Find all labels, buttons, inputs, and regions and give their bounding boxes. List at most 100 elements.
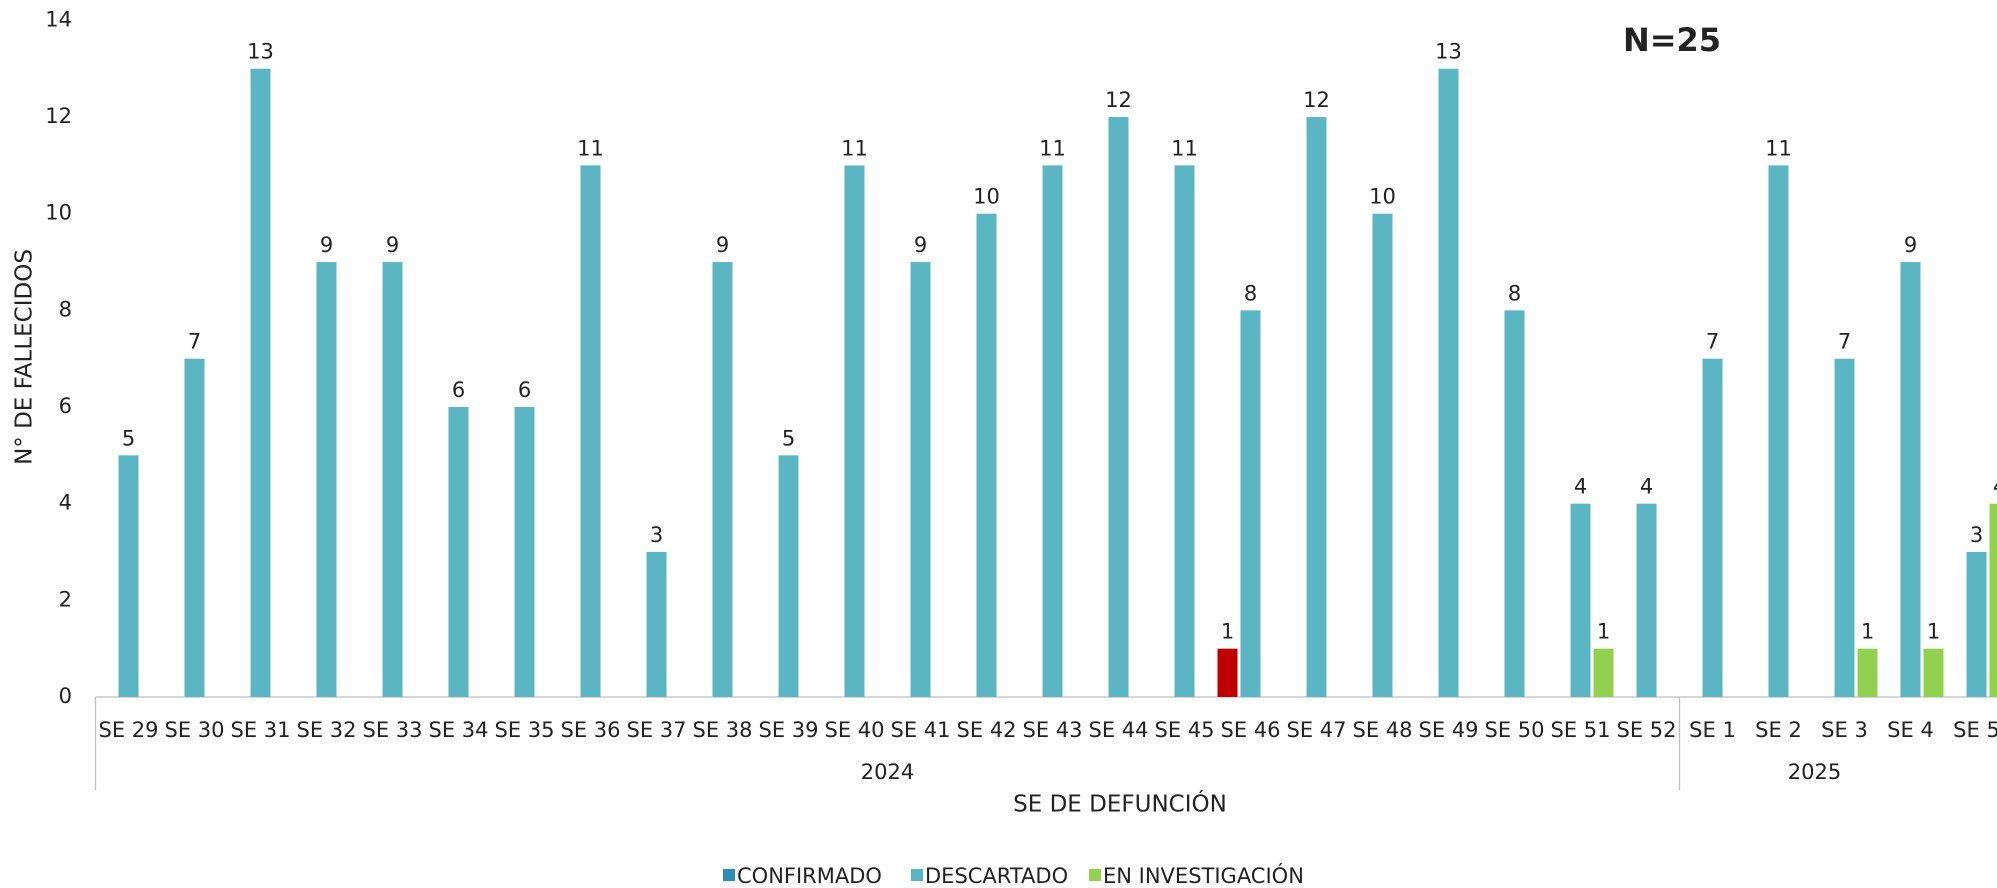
bar [448,407,469,697]
data-label: 9 [320,233,333,257]
data-label: 11 [841,136,868,160]
x-tick-label: SE 42 [957,718,1017,742]
legend-label: EN INVESTIGACIÓN [1103,863,1304,888]
data-label: 13 [1435,40,1462,64]
bar [712,262,733,697]
annotation: N=25 [1623,21,1721,59]
data-label: 1 [1927,620,1940,644]
data-label: 5 [782,426,795,450]
bar [778,455,799,697]
data-label: 4 [1640,475,1653,499]
bar [1593,648,1614,697]
data-label: 11 [1765,136,1792,160]
data-label: 12 [1105,88,1132,112]
bar [1217,648,1238,697]
y-axis-title: N° DE FALLECIDOS [12,249,38,465]
data-label: 7 [1838,330,1851,354]
y-tick-label: 14 [45,7,72,31]
bar [1636,503,1657,697]
x-tick-label: SE 29 [99,718,159,742]
x-tick-label: SE 47 [1287,718,1347,742]
bar [316,262,337,697]
bar [1989,503,1997,697]
x-tick-label: SE 5 [1953,718,1997,742]
group-label: 2024 [861,760,914,784]
bar [1966,552,1987,697]
data-label: 11 [1039,136,1066,160]
data-label: 13 [247,40,274,64]
bar [1923,648,1944,697]
legend-label: CONFIRMADO [737,864,882,888]
y-tick-label: 4 [59,491,72,515]
x-tick-label: SE 51 [1551,718,1611,742]
bar [1108,117,1129,698]
group-label: 2025 [1788,760,1841,784]
data-label: 4 [1574,475,1587,499]
legend-label: DESCARTADO [925,864,1068,888]
bar [1900,262,1921,697]
data-label: 6 [518,378,531,402]
bar [1768,165,1789,697]
bar [1372,213,1393,697]
bar [1042,165,1063,697]
bar [976,213,997,697]
data-label: 9 [1904,233,1917,257]
y-tick-label: 2 [59,587,72,611]
x-tick-label: SE 1 [1689,718,1736,742]
x-axis-title: SE DE DEFUNCIÓN [1013,790,1227,818]
x-tick-label: SE 4 [1887,718,1934,742]
data-label: 3 [1970,523,1983,547]
x-tick-label: SE 30 [165,718,225,742]
data-label: 7 [1706,330,1719,354]
data-label: 4 [1993,475,1997,499]
y-tick-label: 8 [59,297,72,321]
bar [1834,358,1855,697]
x-tick-label: SE 46 [1221,718,1281,742]
data-label: 11 [577,136,604,160]
x-tick-label: SE 44 [1089,718,1149,742]
bar [382,262,403,697]
bar [1504,310,1525,697]
data-label: 10 [973,185,1000,209]
data-label: 8 [1508,281,1521,305]
x-tick-label: SE 41 [891,718,951,742]
x-tick-label: SE 2 [1755,718,1802,742]
data-label: 9 [386,233,399,257]
x-tick-label: SE 45 [1155,718,1215,742]
legend-swatch [911,869,923,881]
data-label: 7 [188,330,201,354]
x-tick-label: SE 52 [1617,718,1677,742]
x-tick-label: SE 50 [1485,718,1545,742]
bar [184,358,205,697]
bar [118,455,139,697]
x-tick-label: SE 37 [627,718,687,742]
x-tick-label: SE 43 [1023,718,1083,742]
data-label: 1 [1221,620,1234,644]
x-tick-label: SE 39 [759,718,819,742]
x-tick-label: SE 49 [1419,718,1479,742]
data-label: 9 [716,233,729,257]
x-tick-label: SE 35 [495,718,555,742]
bar [514,407,535,697]
bar [844,165,865,697]
x-tick-label: SE 33 [363,718,423,742]
bar [1240,310,1261,697]
bar [1174,165,1195,697]
legend-swatch [1089,869,1101,881]
data-label: 8 [1244,281,1257,305]
bar [1570,503,1591,697]
bar [1438,68,1459,697]
data-label: 6 [452,378,465,402]
legend-swatch [723,869,735,881]
y-tick-label: 6 [59,394,72,418]
bar [250,68,271,697]
x-tick-label: SE 38 [693,718,753,742]
data-label: 1 [1861,620,1874,644]
x-tick-label: SE 40 [825,718,885,742]
bar [646,552,667,697]
bar [1306,117,1327,698]
bar [910,262,931,697]
y-tick-label: 10 [45,201,72,225]
x-tick-label: SE 3 [1821,718,1868,742]
y-tick-label: 12 [45,104,72,128]
